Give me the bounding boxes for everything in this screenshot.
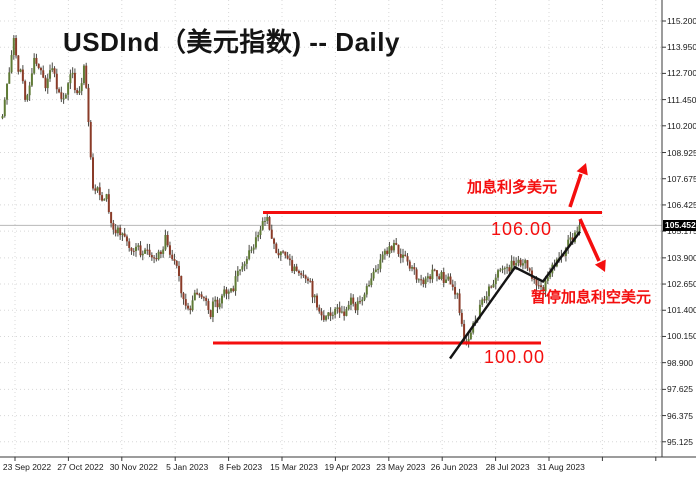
annotation-resistance-price-label: 106.00 [491,219,553,239]
annotation-pause-hike-bearish: 暂停加息利空美元 [531,289,652,306]
annotation-support-price-label: 100.00 [484,347,546,367]
chart-title: USDInd（美元指数) -- Daily [63,27,400,57]
annotation-rate-hike-bullish: 加息利多美元 [467,179,558,196]
current-price-badge: 105.452 [663,219,696,231]
